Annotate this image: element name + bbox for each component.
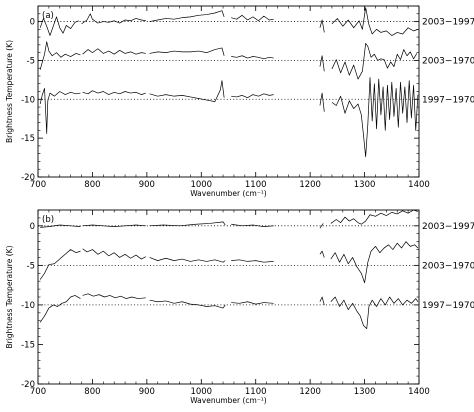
series-line (319, 250, 325, 258)
series-line (319, 55, 325, 72)
y-tick-label: -15 (21, 134, 35, 144)
series-line (82, 48, 146, 55)
series-label: 1997−1970 (422, 301, 474, 311)
series-line (319, 92, 325, 112)
series-line (330, 209, 419, 225)
series-line (231, 93, 274, 99)
series-line (149, 80, 225, 102)
series-line (331, 77, 419, 158)
plot-frame (37, 5, 420, 178)
series-line (81, 13, 146, 25)
x-tick-label: 1000 (190, 180, 212, 190)
x-tick-label: 1300 (354, 387, 376, 397)
series-line (39, 16, 79, 36)
y-tick-label: -20 (21, 380, 35, 390)
series-label: 2003−1997 (422, 18, 474, 28)
series-line (231, 55, 274, 60)
series-line (331, 7, 419, 36)
plot-frame (37, 209, 420, 385)
series-line (39, 295, 81, 323)
x-tick-label: 900 (139, 180, 155, 190)
x-tick-label: 1200 (299, 387, 321, 397)
series-label: 2003−1970 (422, 56, 474, 66)
series-line (82, 293, 146, 299)
x-tick-label: 900 (139, 387, 155, 397)
x-tick-label: 1400 (408, 180, 430, 190)
series-3 (39, 293, 419, 329)
series-label: 1997−1970 (422, 95, 474, 105)
series-line (82, 248, 146, 260)
series-line (40, 224, 81, 228)
y-tick-label: -10 (21, 95, 35, 105)
x-tick-label: 1400 (408, 387, 430, 397)
series-line (39, 249, 81, 280)
series-3 (39, 77, 419, 158)
x-axis-label: Wavenumber (cm⁻¹) (190, 189, 267, 198)
y-tick-label: -15 (21, 340, 35, 350)
y-axis-label: Brightness Temperature (K) (5, 245, 14, 348)
y-tick-label: -5 (27, 56, 35, 66)
series-line (231, 14, 274, 22)
series-line (82, 224, 146, 227)
series-line (39, 88, 81, 134)
x-tick-label: 1100 (245, 180, 267, 190)
y-tick-label: 0 (30, 18, 35, 28)
series-2 (39, 41, 418, 80)
series-line (330, 296, 419, 329)
x-tick-label: 1200 (299, 180, 321, 190)
x-axis-label: Wavenumber (cm⁻¹) (190, 396, 267, 405)
series-line (149, 10, 225, 22)
x-tick-label: 1100 (245, 387, 267, 397)
y-tick-label: -10 (21, 301, 35, 311)
series-label: 2003−1970 (422, 261, 474, 271)
panel-b: 2003−1997 2003−1970 1997−1970 700 800 900 1000… (5, 209, 474, 405)
series-label: 2003−1997 (422, 222, 474, 232)
series-2 (39, 241, 419, 284)
x-tick-label: 800 (84, 180, 100, 190)
x-tick-label: 700 (30, 180, 46, 190)
panel-label: (a) (42, 11, 54, 21)
series-line (319, 19, 325, 33)
series-line (149, 47, 225, 56)
series-line (231, 301, 274, 305)
x-tick-label: 1300 (354, 180, 376, 190)
series-line (149, 299, 226, 309)
series-line (39, 41, 81, 70)
series-line (231, 223, 274, 227)
series-line (149, 257, 226, 263)
series-line (319, 296, 325, 306)
series-line (231, 259, 274, 263)
series-line (330, 241, 419, 284)
y-tick-label: -5 (27, 261, 35, 271)
x-tick-label: 1000 (190, 387, 212, 397)
panel-a: 2003−1997 2003−1970 1997−1970 700 800 900 1000… (5, 5, 474, 198)
series-line (149, 221, 226, 227)
panel-label: (b) (42, 215, 54, 225)
series-1 (39, 7, 419, 36)
x-tick-label: 800 (84, 387, 100, 397)
y-tick-label: -20 (21, 173, 35, 183)
series-1 (40, 209, 419, 229)
series-line (82, 90, 146, 95)
series-line (331, 42, 418, 80)
series-line (319, 223, 324, 229)
y-axis-label: Brightness Temperature (K) (5, 40, 14, 143)
y-tick-label: 0 (30, 222, 35, 232)
x-tick-label: 700 (30, 387, 46, 397)
